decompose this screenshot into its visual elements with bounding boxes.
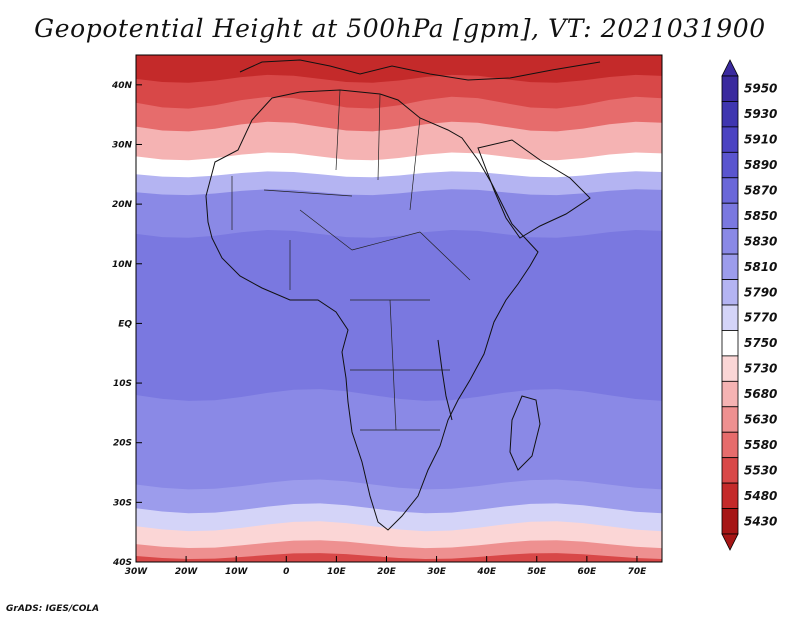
colorbar-label: 5530 [744, 463, 777, 477]
lon-tick-label: 10W [225, 567, 249, 577]
colorbar-swatch [721, 355, 739, 382]
lon-tick-label: 10E [327, 567, 347, 577]
colorbar-label: 5950 [744, 82, 777, 96]
colorbar-swatch [721, 330, 739, 357]
lon-tick-label: 30E [427, 567, 447, 577]
colorbar-label: 5770 [744, 311, 777, 325]
lat-tick-label: 40S [112, 558, 132, 568]
lat-tick-label: 10S [113, 379, 132, 389]
colorbar-label: 5930 [744, 107, 777, 121]
lon-tick-label: 60E [578, 567, 598, 577]
colorbar-swatch [721, 482, 739, 509]
colorbar-label: 5430 [744, 514, 777, 528]
internal-borders [231, 89, 471, 431]
colorbar-bottom-arrow [721, 533, 739, 551]
lake-region [437, 339, 453, 421]
colorbar-label: 5890 [744, 158, 777, 172]
lat-tick-label: EQ [118, 319, 132, 329]
field-north-40 [136, 55, 662, 83]
coastline-layer [205, 59, 601, 531]
height-field [136, 55, 662, 562]
colorbar-swatch [721, 253, 739, 280]
lon-tick-label: 20W [175, 567, 199, 577]
lon-tick-label: 70E [628, 567, 648, 577]
colorbar-swatch [721, 101, 739, 128]
colorbar-label: 5850 [744, 209, 777, 223]
colorbar-swatch [721, 457, 739, 484]
colorbar-label: 5830 [744, 234, 777, 248]
lon-tick-label: 20E [377, 567, 397, 577]
lat-tick-label: 30S [113, 498, 132, 508]
colorbar-swatch [721, 406, 739, 433]
colorbar-label: 5810 [744, 260, 777, 274]
lat-tick-label: 20S [113, 439, 132, 449]
lon-tick-label: 30W [125, 567, 149, 577]
lat-tick-label: 30N [112, 140, 133, 150]
colorbar-label: 5680 [744, 387, 777, 401]
lon-tick-label: 40E [476, 567, 497, 577]
europe-coast [239, 59, 601, 81]
colorbar-swatch [721, 126, 739, 153]
lon-tick-label: 50E [527, 567, 547, 577]
lat-tick-label: 20N [112, 200, 133, 210]
colorbar-swatch [721, 228, 739, 255]
map-title: Geopotential Height at 500hPa [gpm], VT:… [34, 14, 766, 43]
colorbar-label: 5790 [744, 285, 777, 299]
colorbar-swatch [721, 75, 739, 102]
colorbar-swatch [721, 151, 739, 179]
colorbar-swatch [721, 304, 739, 331]
plot-frame [135, 54, 663, 563]
colorbar-swatch [721, 202, 739, 230]
colorbar-top-arrow [721, 59, 739, 77]
colorbar-label: 5750 [744, 336, 777, 350]
field-south-39 [136, 553, 662, 562]
colorbar-label: 5730 [744, 362, 777, 376]
colorbar-label: 5870 [744, 184, 777, 198]
colorbar-swatch [721, 177, 739, 204]
lon-tick-label: 0 [283, 567, 289, 577]
colorbar-swatch [721, 431, 739, 459]
arabian-peninsula [477, 139, 591, 239]
colorbar-label: 5580 [744, 438, 777, 452]
colorbar-label: 5480 [744, 489, 777, 503]
grads-credit: GrADS: IGES/COLA [6, 604, 100, 614]
colorbar-swatch [721, 279, 739, 306]
colorbar-swatch [721, 508, 739, 535]
madagascar [509, 395, 541, 471]
colorbar-label: 5630 [744, 413, 777, 427]
lat-tick-label: 40N [111, 81, 133, 91]
colorbar-label: 5910 [744, 133, 777, 147]
lat-tick-label: 10N [112, 260, 133, 270]
colorbar-swatch [721, 380, 739, 408]
colorbar: 5950 5930 5910 5890 5870 5850 5830 5810 5790 5770… [721, 59, 777, 551]
africa-coastline [205, 89, 539, 531]
